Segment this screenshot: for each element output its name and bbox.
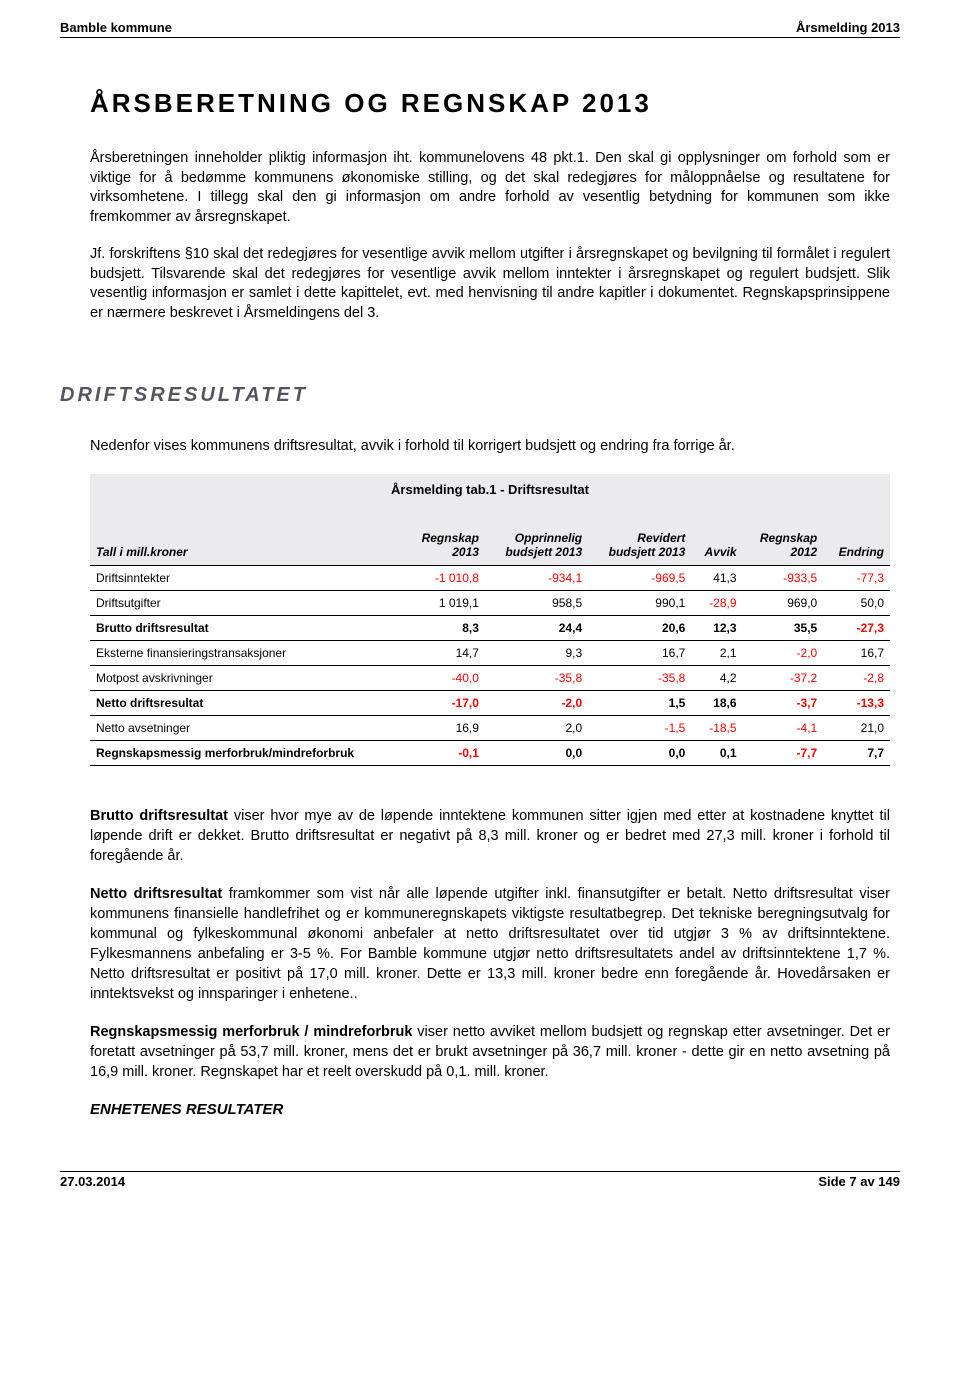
table-caption: Årsmelding tab.1 - Driftsresultat: [90, 474, 890, 525]
table-row: Netto avsetninger16,92,0-1,5-18,5-4,121,…: [90, 716, 890, 741]
page-footer: 27.03.2014 Side 7 av 149: [60, 1171, 900, 1189]
cell: -37,2: [743, 666, 824, 691]
cell: 16,7: [588, 641, 691, 666]
table-row: Regnskapsmessig merforbruk/mindreforbruk…: [90, 741, 890, 766]
cell: 24,4: [485, 616, 588, 641]
row-label: Motpost avskrivninger: [90, 666, 404, 691]
table-row: Driftsinntekter-1 010,8-934,1-969,541,3-…: [90, 566, 890, 591]
table-row: Brutto driftsresultat8,324,420,612,335,5…: [90, 616, 890, 641]
col-header: Regnskap2012: [743, 525, 824, 566]
header-right: Årsmelding 2013: [796, 20, 900, 35]
cell: -2,8: [823, 666, 890, 691]
cell: -27,3: [823, 616, 890, 641]
cell: 0,0: [588, 741, 691, 766]
cell: 990,1: [588, 591, 691, 616]
cell: -2,0: [485, 691, 588, 716]
col-header: Revidertbudsjett 2013: [588, 525, 691, 566]
cell: -2,0: [743, 641, 824, 666]
cell: -4,1: [743, 716, 824, 741]
cell: -1,5: [588, 716, 691, 741]
cell: -35,8: [485, 666, 588, 691]
section-intro: Nedenfor vises kommunens driftsresultat,…: [60, 437, 900, 457]
mer-paragraph: Regnskapsmessig merforbruk / mindreforbr…: [90, 1022, 890, 1082]
cell: 2,1: [691, 641, 742, 666]
cell: -77,3: [823, 566, 890, 591]
page-title: ÅRSBERETNING OG REGNSKAP 2013: [60, 88, 900, 119]
cell: 0,0: [485, 741, 588, 766]
footer-right: Side 7 av 149: [818, 1174, 900, 1189]
intro-paragraph-1: Årsberetningen inneholder pliktig inform…: [60, 149, 900, 227]
col-header: Avvik: [691, 525, 742, 566]
netto-paragraph: Netto driftsresultat framkommer som vist…: [90, 884, 890, 1004]
netto-text: framkommer som vist når alle løpende utg…: [90, 886, 890, 1002]
cell: -969,5: [588, 566, 691, 591]
cell: -13,3: [823, 691, 890, 716]
table-row: Motpost avskrivninger-40,0-35,8-35,84,2-…: [90, 666, 890, 691]
col-header: Opprinneligbudsjett 2013: [485, 525, 588, 566]
mer-label: Regnskapsmessig merforbruk / mindreforbr…: [90, 1024, 412, 1040]
cell: -28,9: [691, 591, 742, 616]
row-label: Driftsutgifter: [90, 591, 404, 616]
row-label: Brutto driftsresultat: [90, 616, 404, 641]
cell: 35,5: [743, 616, 824, 641]
cell: -1 010,8: [404, 566, 485, 591]
netto-label: Netto driftsresultat: [90, 886, 222, 902]
section-title: DRIFTSRESULTATET: [60, 384, 900, 407]
cell: -17,0: [404, 691, 485, 716]
cell: 4,2: [691, 666, 742, 691]
cell: -40,0: [404, 666, 485, 691]
cell: 18,6: [691, 691, 742, 716]
cell: -934,1: [485, 566, 588, 591]
row-label: Eksterne finansieringstransaksjoner: [90, 641, 404, 666]
cell: 969,0: [743, 591, 824, 616]
table-row: Driftsutgifter1 019,1958,5990,1-28,9969,…: [90, 591, 890, 616]
cell: 14,7: [404, 641, 485, 666]
cell: -7,7: [743, 741, 824, 766]
row-label: Netto driftsresultat: [90, 691, 404, 716]
footer-left: 27.03.2014: [60, 1174, 125, 1189]
cell: 41,3: [691, 566, 742, 591]
cell: 0,1: [691, 741, 742, 766]
cell: -0,1: [404, 741, 485, 766]
cell: 7,7: [823, 741, 890, 766]
col-header: Endring: [823, 525, 890, 566]
header-left: Bamble kommune: [60, 20, 172, 35]
cell: -18,5: [691, 716, 742, 741]
driftsresultat-table: Tall i mill.kroner Regnskap2013 Opprinne…: [90, 525, 890, 766]
cell: -933,5: [743, 566, 824, 591]
cell: 12,3: [691, 616, 742, 641]
page-header: Bamble kommune Årsmelding 2013: [60, 20, 900, 38]
table-row: Netto driftsresultat-17,0-2,01,518,6-3,7…: [90, 691, 890, 716]
table-row: Eksterne finansieringstransaksjoner14,79…: [90, 641, 890, 666]
brutto-paragraph: Brutto driftsresultat viser hvor mye av …: [90, 806, 890, 866]
cell: 16,9: [404, 716, 485, 741]
cell: 2,0: [485, 716, 588, 741]
enhetenes-subhead: ENHETENES RESULTATER: [90, 1100, 890, 1121]
cell: 20,6: [588, 616, 691, 641]
cell: 8,3: [404, 616, 485, 641]
cell: 958,5: [485, 591, 588, 616]
cell: 21,0: [823, 716, 890, 741]
cell: 9,3: [485, 641, 588, 666]
row-label: Regnskapsmessig merforbruk/mindreforbruk: [90, 741, 404, 766]
col-header: Regnskap2013: [404, 525, 485, 566]
cell: -3,7: [743, 691, 824, 716]
cell: 16,7: [823, 641, 890, 666]
col-header: Tall i mill.kroner: [90, 525, 404, 566]
cell: 1 019,1: [404, 591, 485, 616]
table-header-row: Tall i mill.kroner Regnskap2013 Opprinne…: [90, 525, 890, 566]
cell: 1,5: [588, 691, 691, 716]
row-label: Netto avsetninger: [90, 716, 404, 741]
cell: 50,0: [823, 591, 890, 616]
cell: -35,8: [588, 666, 691, 691]
analysis-block: Brutto driftsresultat viser hvor mye av …: [60, 806, 900, 1121]
intro-paragraph-2: Jf. forskriftens §10 skal det redegjøres…: [60, 245, 900, 323]
row-label: Driftsinntekter: [90, 566, 404, 591]
brutto-label: Brutto driftsresultat: [90, 808, 228, 824]
